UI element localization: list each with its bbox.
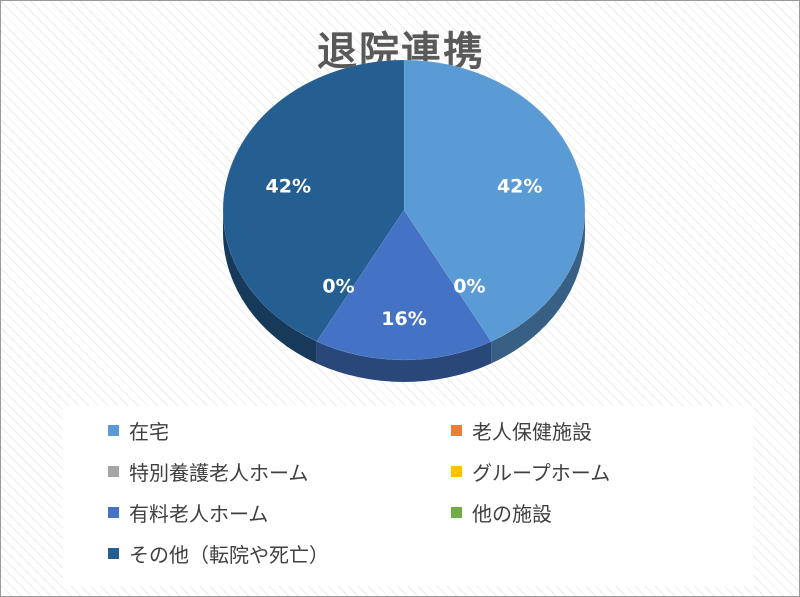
pie-slice-0 <box>403 59 586 342</box>
legend-swatch-2 <box>108 466 119 477</box>
legend-label-3: グループホーム <box>472 461 611 485</box>
pie-chart: 42% 0% 16% 0% 42% <box>222 59 586 383</box>
pie-side-4 <box>316 341 492 383</box>
legend-swatch-1 <box>451 425 462 436</box>
legend-item-4: 有料老人ホーム <box>108 498 268 527</box>
legend-swatch-6 <box>108 548 119 559</box>
legend-label-0: 在宅 <box>129 420 169 444</box>
legend-item-6: その他（転院や死亡） <box>108 539 329 568</box>
legend-swatch-5 <box>451 507 462 518</box>
legend-item-5: 他の施設 <box>451 498 552 527</box>
legend-item-1: 老人保健施設 <box>451 416 592 445</box>
pie-side-0 <box>491 210 586 364</box>
legend-label-1: 老人保健施設 <box>472 420 592 444</box>
legend-swatch-0 <box>108 425 119 436</box>
legend-label-4: 有料老人ホーム <box>129 502 269 526</box>
legend-item-0: 在宅 <box>108 416 169 445</box>
legend-item-2: 特別養護老人ホーム <box>108 457 308 486</box>
legend-swatch-3 <box>451 466 462 477</box>
pie-side-6 <box>223 210 317 364</box>
legend-label-6: その他（転院や死亡） <box>129 543 329 567</box>
legend-label-2: 特別養護老人ホーム <box>129 461 309 485</box>
pie-slice-4 <box>316 209 492 361</box>
legend-swatch-4 <box>108 507 119 518</box>
data-label-1: 0% <box>453 276 485 298</box>
data-label-4: 16% <box>381 308 426 330</box>
data-label-0: 42% <box>497 175 542 197</box>
legend-item-3: グループホーム <box>451 457 610 486</box>
data-label-5: 0% <box>322 276 354 298</box>
chart-legend: 在宅 老人保健施設特別養護老人ホーム グループホーム有料老人ホーム 他の施設その他（転… <box>63 406 753 586</box>
legend-label-5: 他の施設 <box>472 502 552 526</box>
pie-slice-6 <box>222 59 405 342</box>
data-label-6: 42% <box>266 175 311 197</box>
